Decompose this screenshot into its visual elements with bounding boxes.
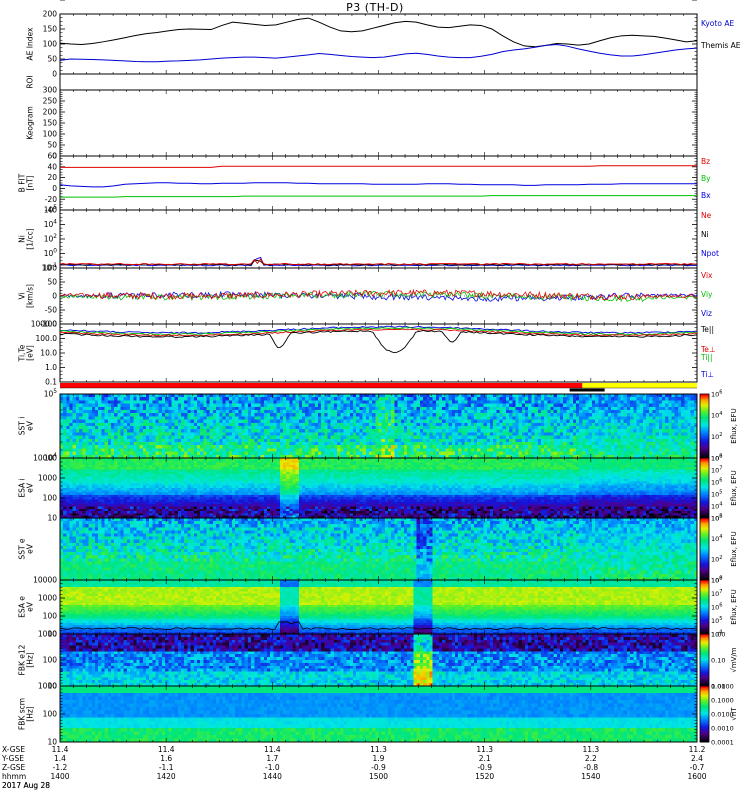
- svg-text:0.1: 0.1: [45, 378, 57, 387]
- svg-text:Bz: Bz: [701, 157, 710, 166]
- svg-text:1.0: 1.0: [45, 363, 57, 372]
- svg-text:100: 100: [43, 130, 58, 139]
- svg-text:ROI: ROI: [26, 75, 35, 88]
- svg-text:-50: -50: [45, 306, 57, 315]
- svg-text:0: 0: [52, 292, 57, 301]
- svg-text:[eV]: [eV]: [26, 345, 35, 361]
- svg-text:By: By: [701, 174, 711, 183]
- svg-text:0: 0: [52, 152, 57, 161]
- svg-text:100: 100: [43, 40, 58, 49]
- svg-text:Ti,Te: Ti,Te: [18, 344, 27, 362]
- svg-text:100: 100: [43, 264, 58, 273]
- svg-text:Npot: Npot: [701, 249, 719, 258]
- svg-text:[km/s]: [km/s]: [26, 284, 35, 308]
- svg-text:1000.0: 1000.0: [31, 320, 57, 329]
- svg-text:Vi: Vi: [18, 292, 27, 299]
- svg-text:0: 0: [52, 70, 57, 79]
- svg-text:Kyoto AE: Kyoto AE: [701, 19, 734, 28]
- svg-text:300: 300: [43, 86, 58, 95]
- svg-text:105: 105: [44, 205, 58, 214]
- svg-text:B FIT: B FIT: [18, 173, 27, 192]
- svg-text:AE Index: AE Index: [26, 27, 35, 60]
- svg-text:-20: -20: [45, 195, 57, 204]
- svg-text:Vix: Vix: [701, 271, 713, 280]
- svg-text:Keogram: Keogram: [26, 106, 35, 140]
- svg-text:Te⊥: Te⊥: [700, 345, 715, 354]
- svg-text:20: 20: [47, 173, 57, 182]
- svg-text:[1/cc]: [1/cc]: [26, 228, 35, 249]
- svg-text:10-1: 10-1: [42, 263, 58, 272]
- svg-text:[nT]: [nT]: [26, 175, 35, 190]
- svg-text:150: 150: [43, 119, 58, 128]
- svg-text:Ni: Ni: [701, 230, 709, 239]
- svg-text:-100: -100: [40, 320, 57, 329]
- svg-text:Viz: Viz: [701, 309, 712, 318]
- svg-text:-40: -40: [45, 206, 57, 215]
- svg-text:250: 250: [43, 97, 58, 106]
- svg-text:Ni: Ni: [18, 235, 27, 243]
- svg-text:Ti⊥: Ti⊥: [700, 370, 714, 379]
- svg-text:Ne: Ne: [701, 211, 712, 220]
- svg-text:50: 50: [47, 55, 57, 64]
- svg-text:Te||: Te||: [700, 325, 714, 334]
- svg-text:Themis AE: Themis AE: [700, 41, 741, 50]
- svg-text:104: 104: [44, 220, 58, 229]
- svg-text:100.0: 100.0: [36, 334, 58, 343]
- svg-text:0: 0: [52, 184, 57, 193]
- svg-text:200: 200: [43, 108, 58, 117]
- svg-text:Bx: Bx: [701, 191, 711, 200]
- svg-text:10.0: 10.0: [40, 349, 57, 358]
- svg-text:60: 60: [47, 152, 57, 161]
- svg-text:150: 150: [43, 25, 58, 34]
- svg-text:200: 200: [43, 10, 58, 19]
- svg-text:Ti||: Ti||: [700, 353, 713, 362]
- page-title: P3 (TH-D): [0, 1, 750, 14]
- svg-text:Viy: Viy: [701, 290, 713, 299]
- svg-text:40: 40: [47, 162, 57, 171]
- svg-text:102: 102: [44, 234, 58, 243]
- svg-text:100: 100: [44, 249, 58, 258]
- svg-text:50: 50: [47, 278, 57, 287]
- svg-text:50: 50: [47, 141, 57, 150]
